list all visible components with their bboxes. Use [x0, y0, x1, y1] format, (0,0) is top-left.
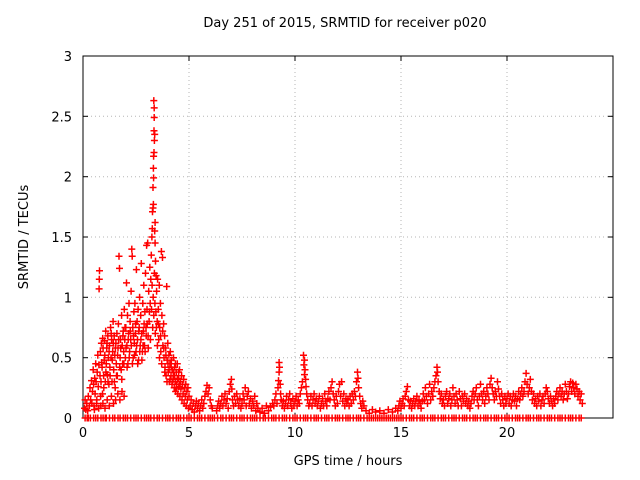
tick-labels: 0 5 10 15 20 0 0.5 1 1.5 2 2.5 3 [51, 50, 515, 441]
x-axis-label: GPS time / hours [294, 454, 403, 469]
data-points [81, 97, 586, 422]
x-tick-label: 5 [185, 426, 193, 441]
y-tick-label: 1 [64, 291, 72, 306]
y-tick-label: 2.5 [51, 110, 72, 125]
x-tick-label: 15 [393, 426, 410, 441]
grid-lines [83, 56, 613, 418]
y-tick-label: 3 [64, 50, 72, 65]
y-tick-label: 0 [64, 412, 72, 427]
y-tick-label: 2 [64, 171, 72, 186]
chart-title: Day 251 of 2015, SRMTID for receiver p02… [203, 16, 486, 31]
x-tick-label: 10 [287, 426, 304, 441]
y-tick-label: 1.5 [51, 231, 72, 246]
x-tick-label: 0 [79, 426, 87, 441]
scatter-markers [81, 97, 586, 422]
y-tick-label: 0.5 [51, 352, 72, 367]
y-axis-label: SRMTID / TECUs [17, 185, 32, 290]
x-tick-label: 20 [499, 426, 516, 441]
